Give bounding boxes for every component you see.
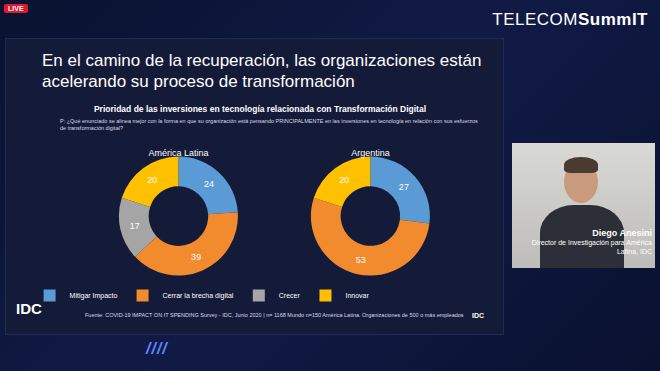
svg-text:Innovar: Innovar xyxy=(345,292,369,299)
html-text:P: ¿Qué enunciado se alinea me: P: ¿Qué enunciado se alinea mejor con la… xyxy=(60,118,478,131)
svg-text:27: 27 xyxy=(399,182,409,192)
html-text:TELECOM SummIT: TELECOM SummIT xyxy=(492,10,648,29)
svg-text:Crecer: Crecer xyxy=(279,292,301,299)
svg-text:39: 39 xyxy=(191,252,201,262)
svg-text:17: 17 xyxy=(130,221,140,231)
svg-text:Mitigar Impacto: Mitigar Impacto xyxy=(70,292,118,300)
svg-text:20: 20 xyxy=(339,175,349,185)
svg-text:Argentina: Argentina xyxy=(351,148,390,158)
html-text:LIVE: LIVE xyxy=(8,5,24,12)
html-text:Fuente: COVID-19 IMPACT ON IT: Fuente: COVID-19 IMPACT ON IT SPENDING S… xyxy=(85,312,464,318)
svg-text:Cerrar la brecha digital: Cerrar la brecha digital xyxy=(163,292,234,300)
html-text:En el camino de la recuperació: En el camino de la recuperación, las org… xyxy=(42,51,482,91)
svg-text:24: 24 xyxy=(204,179,214,189)
svg-text:53: 53 xyxy=(356,255,366,265)
svg-text:América Latina: América Latina xyxy=(148,148,208,158)
html-text:Director de Investigación para: Director de Investigación para América L… xyxy=(531,239,652,255)
html-text:Diego Anesini: Diego Anesini xyxy=(592,228,652,238)
html-text:Prioridad de las inversiones e: Prioridad de las inversiones en tecnolog… xyxy=(94,104,426,114)
svg-text:20: 20 xyxy=(147,175,157,185)
html-text:IDC: IDC xyxy=(16,300,42,317)
html-text:IDC: IDC xyxy=(472,312,485,319)
